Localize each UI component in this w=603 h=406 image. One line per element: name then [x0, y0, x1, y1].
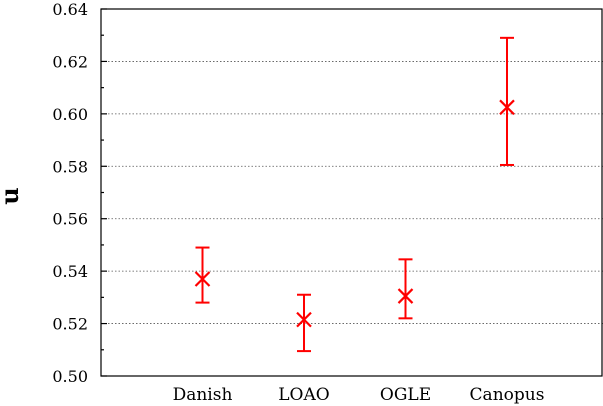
data-point-loao: [296, 293, 312, 353]
y-axis-ticks: 0.50 0.52 0.54 0.56 0.58 0.60 0.62 0.64: [52, 0, 107, 386]
x-axis-labels: Danish LOAO OGLE Canopus: [173, 385, 545, 405]
x-tick-label: OGLE: [380, 385, 431, 405]
y-tick-label: 0.58: [52, 157, 88, 176]
x-marker: [296, 311, 312, 328]
y-tick-label: 0.62: [52, 52, 88, 71]
data-point-ogle: [397, 258, 414, 320]
x-tick-label: LOAO: [278, 385, 329, 405]
y-axis-title: u: [0, 187, 24, 204]
y-tick-label: 0.60: [52, 105, 88, 124]
y-tick-label: 0.64: [52, 0, 88, 19]
data-markers: [194, 36, 515, 353]
data-point-danish: [194, 246, 211, 304]
x-marker: [194, 271, 211, 287]
y-tick-label: 0.54: [52, 262, 88, 281]
y-tick-label: 0.56: [52, 210, 88, 229]
plot-frame: [100, 8, 603, 377]
x-marker: [397, 288, 414, 304]
x-marker: [499, 99, 515, 116]
y-tick-label: 0.52: [52, 315, 88, 334]
y-tick-label: 0.50: [52, 367, 88, 386]
x-tick-label: Danish: [173, 385, 233, 405]
x-tick-label: Canopus: [470, 385, 545, 405]
grid-lines: [101, 61, 603, 324]
data-point-canopus: [499, 36, 515, 166]
